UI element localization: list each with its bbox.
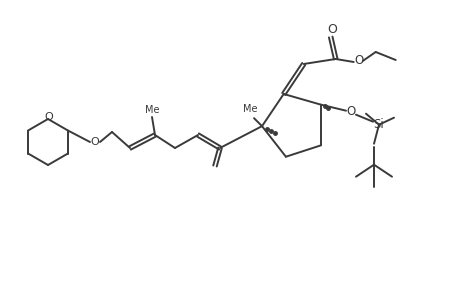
Text: O: O — [346, 105, 355, 118]
Text: Me: Me — [145, 105, 159, 115]
Text: O: O — [326, 23, 336, 37]
Text: O: O — [353, 55, 363, 68]
Text: O: O — [90, 137, 99, 147]
Text: O: O — [45, 112, 53, 122]
Text: Me: Me — [242, 104, 257, 114]
Text: Si: Si — [373, 118, 384, 131]
